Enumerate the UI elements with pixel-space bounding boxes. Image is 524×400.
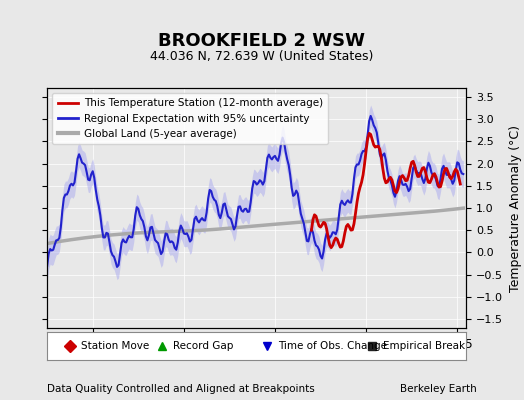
Text: Empirical Break: Empirical Break <box>383 341 465 351</box>
Text: 44.036 N, 72.639 W (United States): 44.036 N, 72.639 W (United States) <box>150 50 374 63</box>
Y-axis label: Temperature Anomaly (°C): Temperature Anomaly (°C) <box>509 124 521 292</box>
Text: BROOKFIELD 2 WSW: BROOKFIELD 2 WSW <box>158 32 366 50</box>
Legend: This Temperature Station (12-month average), Regional Expectation with 95% uncer: This Temperature Station (12-month avera… <box>52 93 328 144</box>
Text: Berkeley Earth: Berkeley Earth <box>400 384 477 394</box>
Text: Data Quality Controlled and Aligned at Breakpoints: Data Quality Controlled and Aligned at B… <box>47 384 315 394</box>
Text: Station Move: Station Move <box>81 341 149 351</box>
Text: Record Gap: Record Gap <box>173 341 233 351</box>
Text: Time of Obs. Change: Time of Obs. Change <box>278 341 387 351</box>
